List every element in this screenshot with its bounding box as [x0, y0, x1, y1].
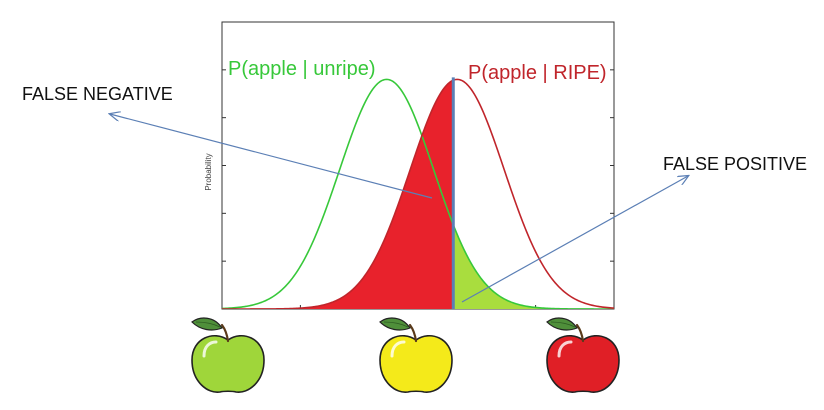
green-apple-icon	[191, 317, 265, 393]
false-positive-arrow	[461, 176, 688, 303]
y-axis-label: Probability	[204, 153, 213, 190]
red-apple-icon	[546, 317, 620, 393]
false-negative-arrow	[110, 114, 433, 199]
false-positive-area	[453, 224, 614, 309]
unripe-curve-label: P(apple | unripe)	[228, 58, 376, 80]
yellow-apple-icon	[379, 317, 453, 393]
false-negative-label: FALSE NEGATIVE	[22, 84, 173, 104]
ripe-curve-label: P(apple | RIPE)	[468, 62, 607, 84]
false-negative-area	[222, 80, 454, 309]
false-positive-label: FALSE POSITIVE	[663, 154, 807, 174]
apple-row	[191, 317, 620, 393]
plot-area	[222, 78, 614, 309]
ripe-distribution-curve	[222, 78, 614, 309]
unripe-distribution-curve	[222, 78, 614, 309]
